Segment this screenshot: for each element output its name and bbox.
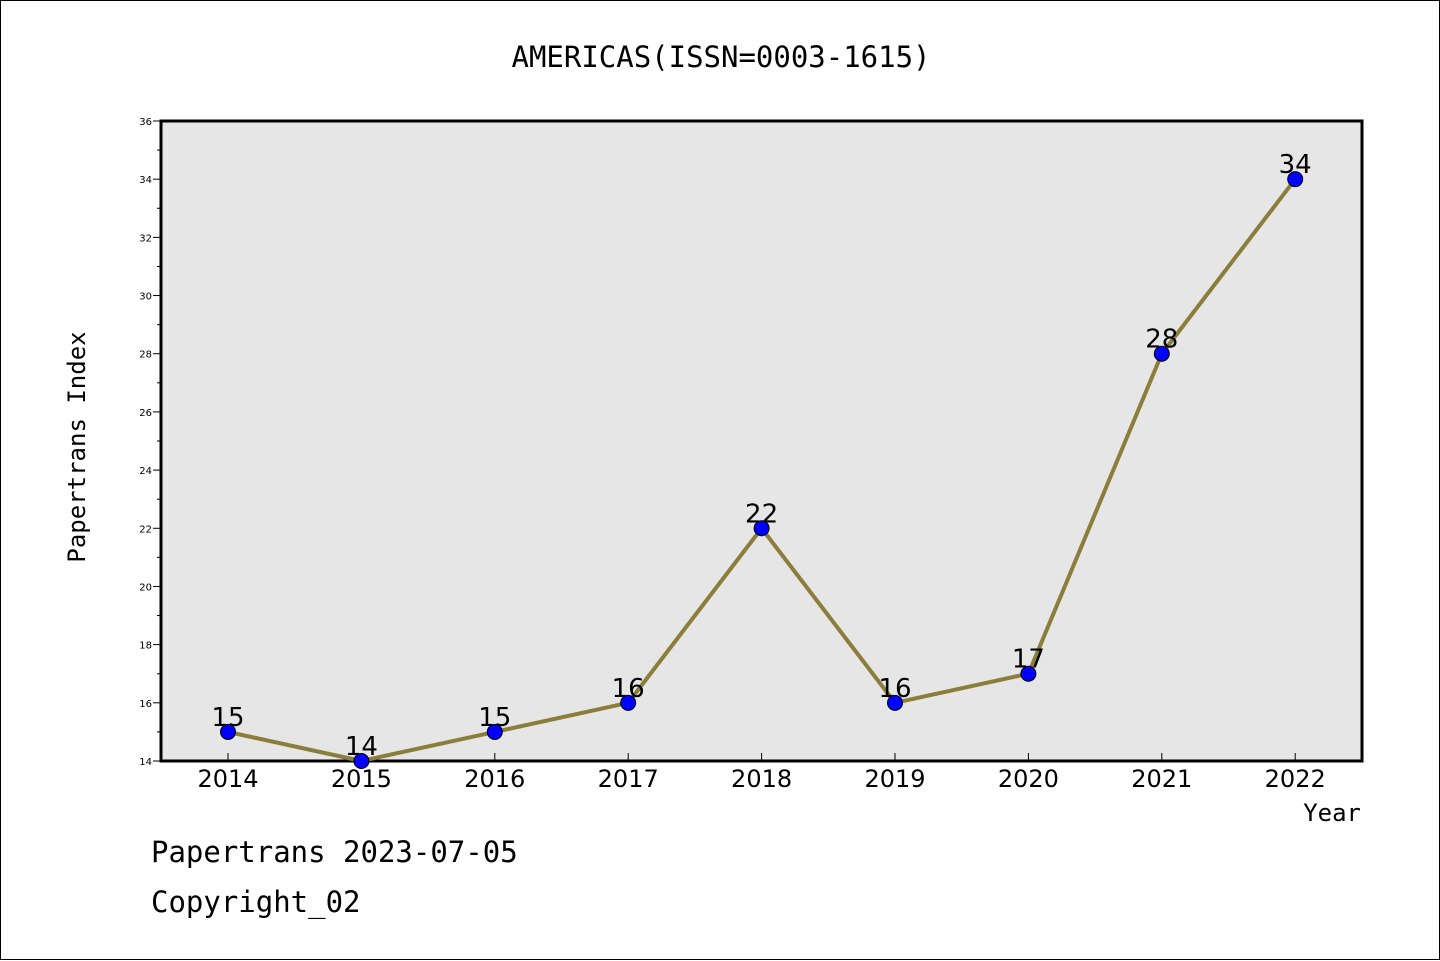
y-tick-label: 20: [139, 582, 152, 593]
data-label: 16: [612, 674, 645, 704]
x-tick-label: 2019: [864, 765, 925, 793]
x-tick-label: 2014: [197, 765, 258, 793]
plot-area: [159, 119, 1364, 763]
y-tick-label: 30: [139, 292, 152, 303]
footer-date: Papertrans 2023-07-05: [151, 835, 518, 869]
y-tick-label: 24: [139, 466, 152, 477]
data-point: [1287, 171, 1304, 188]
y-tick-label: 34: [139, 175, 152, 186]
x-tick-label: 2016: [464, 765, 525, 793]
data-label: 17: [1012, 645, 1045, 675]
y-axis-label: Papertrans Index: [63, 331, 91, 562]
x-tick-label: 2018: [731, 765, 792, 793]
y-tick-label: 32: [139, 233, 152, 244]
y-tick-label: 14: [139, 757, 152, 768]
x-axis: 2014 2015 2016 2017 2018 2019 2020 2021 2022: [197, 753, 1326, 793]
data-point: [620, 694, 637, 711]
data-label: 16: [878, 674, 911, 704]
y-tick-label: 28: [139, 350, 152, 361]
x-tick-label: 2020: [998, 765, 1059, 793]
x-tick-label: 2021: [1131, 765, 1192, 793]
chart-title: AMERICAS(ISSN=0003-1615): [511, 40, 930, 74]
data-point: [1153, 345, 1170, 362]
y-tick-label: 18: [139, 641, 152, 652]
data-label: 14: [345, 732, 378, 762]
x-tick-label: 2022: [1265, 765, 1326, 793]
data-point: [753, 520, 770, 537]
data-point: [1020, 665, 1037, 682]
data-label: 22: [745, 499, 778, 529]
data-label: 15: [211, 703, 244, 733]
data-point: [887, 694, 903, 711]
data-label: 28: [1145, 325, 1178, 355]
data-point: [353, 753, 370, 769]
data-point: [486, 723, 503, 740]
data-point: [220, 723, 236, 740]
data-label: 15: [478, 703, 511, 733]
x-tick-label: 2015: [331, 765, 392, 793]
y-axis: 14 16 18 20 22 24 26 28 30 32 34 36: [139, 117, 161, 768]
x-axis-label: Year: [1303, 799, 1361, 827]
x-tick-label: 2017: [598, 765, 659, 793]
y-tick-label: 36: [139, 117, 152, 128]
y-tick-label: 26: [139, 408, 152, 419]
footer-copyright: Copyright_02: [151, 885, 361, 919]
series-markers: [220, 171, 1304, 769]
y-tick-label: 22: [139, 524, 152, 535]
data-label: 34: [1279, 150, 1312, 180]
y-tick-label: 16: [139, 699, 152, 710]
data-labels: 15 14 15 16 22 16 17 28 34: [211, 150, 1311, 762]
